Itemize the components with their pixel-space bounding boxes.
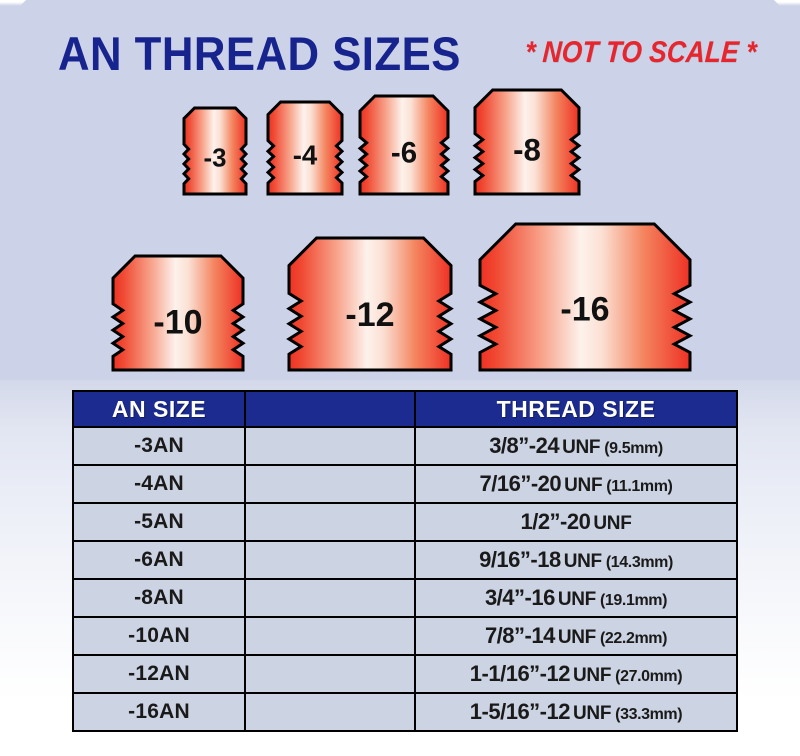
table-row: -4AN 7/16”-20 UNF (11.1mm) <box>72 464 738 504</box>
fitting-body <box>472 88 582 196</box>
fitting-body <box>286 236 454 372</box>
fitting-size-label: -6 <box>391 137 417 170</box>
cell-thread-size: 1-1/16”-12 UNF (27.0mm) <box>414 654 738 694</box>
fitting-dash16: -16 <box>476 220 694 374</box>
column-header-an-size: AN SIZE <box>72 390 246 428</box>
fitting-body <box>357 94 451 196</box>
cell-blank <box>244 616 416 656</box>
thread-metric: (11.1mm) <box>606 478 673 495</box>
thread-dimension: 9/16”-18 <box>479 547 561 572</box>
thread-metric: (33.3mm) <box>615 706 683 723</box>
cell-an-size: -4AN <box>72 464 246 504</box>
table-body: -3AN 3/8”-24 UNF (9.5mm) -4AN 7/16”-20 UNF (11.… <box>72 426 738 732</box>
not-to-scale-note: * NOT TO SCALE * <box>524 36 758 69</box>
cell-an-size: -8AN <box>72 578 246 618</box>
fitting-shape: -8 <box>472 88 582 196</box>
table-row: -6AN 9/16”-18 UNF (14.3mm) <box>72 540 738 580</box>
column-header-thread-size: THREAD SIZE <box>414 390 738 428</box>
cell-thread-size: 3/8”-24 UNF (9.5mm) <box>414 426 738 466</box>
fitting-dash8: -8 <box>471 86 583 198</box>
fitting-body <box>476 222 694 372</box>
cell-thread-size: 1-5/16”-12 UNF (33.3mm) <box>414 692 738 732</box>
fitting-dash10: -10 <box>109 252 247 374</box>
thread-series: UNF <box>563 551 602 572</box>
table-row: -12AN 1-1/16”-12 UNF (27.0mm) <box>72 654 738 694</box>
cell-an-size: -12AN <box>72 654 246 694</box>
thread-series: UNF <box>562 437 601 458</box>
fitting-body <box>181 106 249 196</box>
thread-series: UNF <box>572 703 612 724</box>
thread-metric: (27.0mm) <box>615 668 683 685</box>
fitting-shape: -12 <box>286 236 454 372</box>
fitting-shape: -10 <box>110 254 246 372</box>
cell-an-size: -5AN <box>72 502 246 542</box>
thread-dimension: 1/2”-20 <box>520 509 591 534</box>
fitting-dash4: -4 <box>264 98 346 198</box>
thread-dimension: 1-5/16”-12 <box>469 699 571 724</box>
fitting-dash12: -12 <box>285 234 455 374</box>
fitting-size-label: -8 <box>513 133 541 168</box>
cell-blank <box>244 502 416 542</box>
column-header-blank <box>244 390 416 428</box>
cell-blank <box>244 464 416 504</box>
thread-series: UNF <box>564 475 603 496</box>
cell-an-size: -10AN <box>72 616 246 656</box>
fitting-size-label: -4 <box>293 139 318 170</box>
fitting-shape: -16 <box>476 222 694 372</box>
table-row: -3AN 3/8”-24 UNF (9.5mm) <box>72 426 738 466</box>
table-row: -10AN 7/8”-14 UNF (22.2mm) <box>72 616 738 656</box>
fitting-size-label: -12 <box>345 296 394 334</box>
header: AN THREAD SIZES * NOT TO SCALE * <box>0 22 800 84</box>
cell-blank <box>244 654 416 694</box>
thread-metric: (9.5mm) <box>604 440 663 457</box>
thread-dimension: 3/4”-16 <box>484 585 555 610</box>
thread-series: UNF <box>557 589 596 610</box>
cell-an-size: -3AN <box>72 426 246 466</box>
fitting-shape: -6 <box>357 94 451 196</box>
fitting-size-label: -3 <box>204 144 227 172</box>
thread-size-table-container: AN SIZE THREAD SIZE -3AN 3/8”-24 UNF (9.5mm… <box>72 390 738 732</box>
fitting-row-large: -10 -12 <box>0 222 800 374</box>
cell-an-size: -16AN <box>72 692 246 732</box>
fitting-dash3: -3 <box>180 104 250 198</box>
fitting-shape: -3 <box>181 106 249 196</box>
cell-an-size: -6AN <box>72 540 246 580</box>
thread-series: UNF <box>593 513 632 534</box>
table-header-row: AN SIZE THREAD SIZE <box>72 390 738 428</box>
thread-series: UNF <box>572 665 612 686</box>
fitting-size-label: -16 <box>560 291 609 329</box>
thread-metric: (22.2mm) <box>599 630 668 647</box>
cell-blank <box>244 540 416 580</box>
thread-dimension: 7/8”-14 <box>484 623 555 648</box>
thread-metric: (14.3mm) <box>605 554 673 571</box>
thread-series: UNF <box>557 627 596 648</box>
fitting-shape: -4 <box>265 100 345 196</box>
thread-size-table: AN SIZE THREAD SIZE -3AN 3/8”-24 UNF (9.5mm… <box>72 390 738 732</box>
fitting-body <box>110 254 246 372</box>
fitting-body <box>265 100 345 196</box>
page-title: AN THREAD SIZES <box>58 26 461 80</box>
fitting-row-small: -3 -4 <box>0 88 800 198</box>
thread-dimension: 1-1/16”-12 <box>469 661 571 686</box>
fitting-dash6: -6 <box>356 92 452 198</box>
cell-thread-size: 3/4”-16 UNF (19.1mm) <box>414 578 738 618</box>
table-row: -16AN 1-5/16”-12 UNF (33.3mm) <box>72 692 738 732</box>
fitting-size-label: -10 <box>153 303 202 341</box>
thread-metric: (19.1mm) <box>599 592 668 609</box>
thread-dimension: 3/8”-24 <box>489 433 560 458</box>
thread-dimension: 7/16”-20 <box>479 471 562 496</box>
cell-thread-size: 7/8”-14 UNF (22.2mm) <box>414 616 738 656</box>
cell-blank <box>244 578 416 618</box>
cell-thread-size: 9/16”-18 UNF (14.3mm) <box>414 540 738 580</box>
table-row: -8AN 3/4”-16 UNF (19.1mm) <box>72 578 738 618</box>
cell-blank <box>244 426 416 466</box>
table-row: -5AN 1/2”-20 UNF <box>72 502 738 542</box>
cell-thread-size: 1/2”-20 UNF <box>414 502 738 542</box>
cell-thread-size: 7/16”-20 UNF (11.1mm) <box>414 464 738 504</box>
cell-blank <box>244 692 416 732</box>
